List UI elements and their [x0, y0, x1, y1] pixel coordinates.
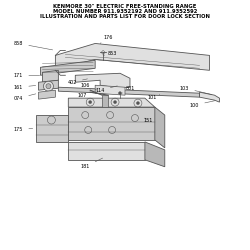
Polygon shape — [36, 115, 68, 142]
Text: 161: 161 — [14, 85, 36, 90]
Text: 171: 171 — [14, 73, 40, 78]
Text: 801: 801 — [122, 86, 135, 93]
Text: 858: 858 — [14, 41, 53, 50]
Text: 175: 175 — [14, 128, 33, 132]
Text: 176: 176 — [100, 35, 113, 43]
Circle shape — [118, 92, 122, 95]
Text: 114: 114 — [96, 86, 117, 93]
Polygon shape — [102, 95, 108, 107]
Circle shape — [136, 102, 140, 104]
Text: KENMORE 30" ELECTRIC FREE-STANDING RANGE: KENMORE 30" ELECTRIC FREE-STANDING RANGE — [53, 4, 197, 9]
Polygon shape — [68, 107, 155, 140]
Text: 106: 106 — [80, 83, 97, 90]
Polygon shape — [75, 73, 130, 88]
Text: ILLUSTRATION AND PARTS LIST FOR DOOR LOCK SECTION: ILLUSTRATION AND PARTS LIST FOR DOOR LOC… — [40, 14, 210, 18]
Polygon shape — [200, 92, 220, 102]
Text: 103: 103 — [180, 86, 212, 94]
Text: 107: 107 — [78, 91, 92, 98]
Circle shape — [89, 101, 92, 103]
Polygon shape — [145, 142, 165, 167]
Polygon shape — [38, 90, 56, 99]
Polygon shape — [40, 60, 95, 75]
Text: 151: 151 — [143, 118, 152, 122]
Polygon shape — [58, 87, 200, 97]
Circle shape — [46, 84, 51, 89]
Text: 402: 402 — [68, 79, 87, 85]
Text: MODEL NUMBER 911.9352192 AND 911.9352592: MODEL NUMBER 911.9352192 AND 911.9352592 — [53, 9, 197, 14]
Polygon shape — [101, 50, 105, 54]
Polygon shape — [155, 107, 165, 148]
Polygon shape — [68, 142, 145, 160]
Circle shape — [44, 81, 54, 91]
Polygon shape — [95, 85, 125, 95]
Polygon shape — [38, 80, 58, 90]
Text: 100: 100 — [190, 101, 215, 107]
Text: 074: 074 — [14, 94, 36, 101]
Polygon shape — [56, 44, 210, 70]
Text: 181: 181 — [80, 158, 103, 169]
Circle shape — [114, 101, 116, 103]
Polygon shape — [42, 70, 58, 82]
Text: 853: 853 — [103, 51, 117, 56]
Polygon shape — [68, 98, 155, 107]
Text: 101: 101 — [147, 94, 160, 100]
